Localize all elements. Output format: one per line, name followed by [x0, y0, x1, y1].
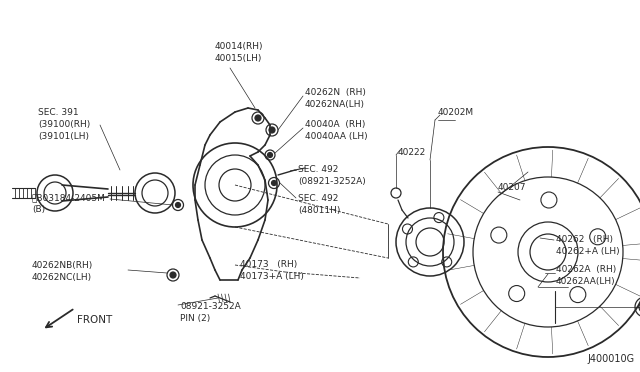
Text: 40202M: 40202M: [438, 108, 474, 117]
Circle shape: [175, 202, 180, 208]
Circle shape: [269, 127, 275, 133]
Text: SEC. 492
(08921-3252A): SEC. 492 (08921-3252A): [298, 165, 365, 186]
Text: 40040A  (RH)
40040AA (LH): 40040A (RH) 40040AA (LH): [305, 120, 367, 141]
Text: 40207: 40207: [498, 183, 527, 192]
Text: 40262A  (RH)
40262AA(LH): 40262A (RH) 40262AA(LH): [556, 265, 616, 286]
Text: FRONT: FRONT: [77, 315, 112, 325]
Text: 40262N  (RH)
40262NA(LH): 40262N (RH) 40262NA(LH): [305, 88, 366, 109]
Circle shape: [271, 180, 276, 186]
Text: ⒷB03184-2405M
(B): ⒷB03184-2405M (B): [32, 193, 106, 214]
Text: SEC. 492
(48011H): SEC. 492 (48011H): [298, 194, 340, 215]
Text: 40262   (RH)
40262+A (LH): 40262 (RH) 40262+A (LH): [556, 235, 620, 256]
Text: J400010G: J400010G: [588, 354, 635, 364]
Circle shape: [255, 115, 261, 121]
Text: 40222: 40222: [398, 148, 426, 157]
Text: 40173   (RH)
40173+A (LH): 40173 (RH) 40173+A (LH): [240, 260, 304, 281]
Text: 08921-3252A
PIN (2): 08921-3252A PIN (2): [180, 302, 241, 323]
Text: SEC. 391
(39100(RH)
(39101(LH): SEC. 391 (39100(RH) (39101(LH): [38, 108, 90, 141]
Circle shape: [268, 153, 273, 157]
Text: 40262NB(RH)
40262NC(LH): 40262NB(RH) 40262NC(LH): [32, 261, 93, 282]
Text: 40014(RH)
40015(LH): 40014(RH) 40015(LH): [215, 42, 264, 63]
Circle shape: [170, 272, 176, 278]
